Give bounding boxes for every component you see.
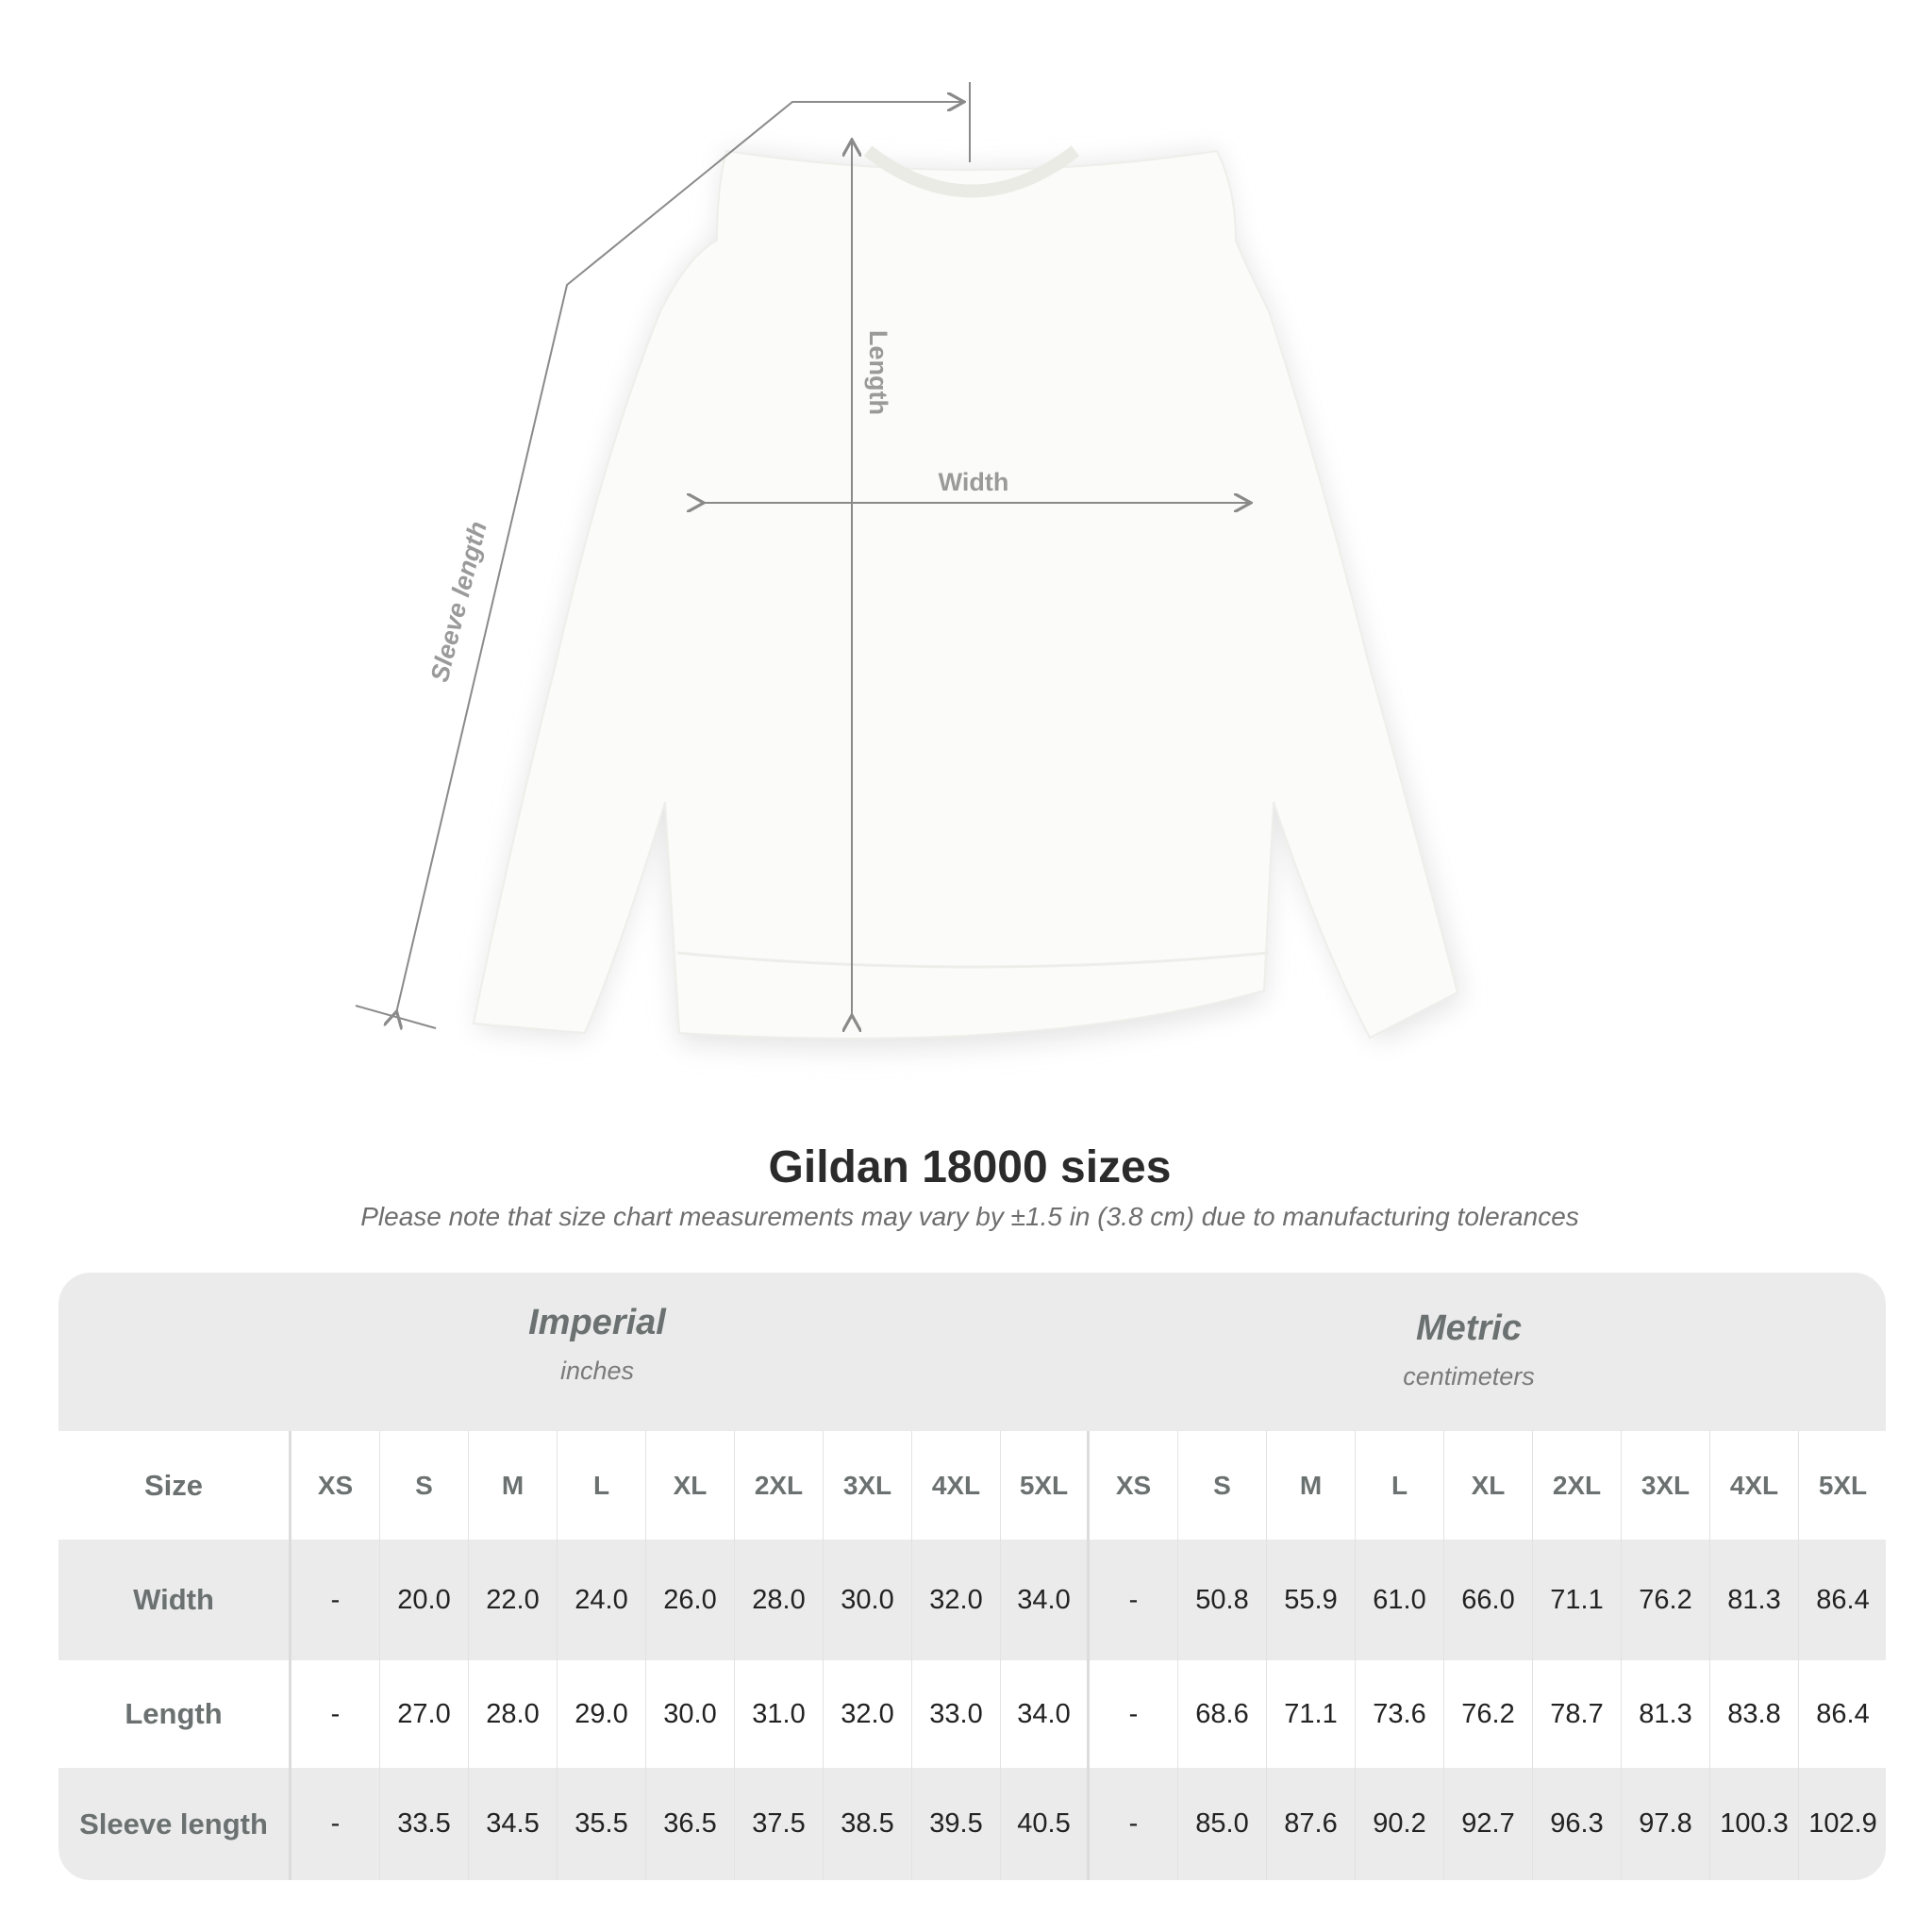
- measurement-lines: [355, 82, 1249, 1028]
- table-cell-metric: 83.8: [1710, 1660, 1799, 1768]
- table-cell-imperial: 26.0: [646, 1540, 735, 1660]
- table-cell-imperial: 30.0: [646, 1660, 735, 1768]
- size-header-imperial: 4XL: [912, 1431, 1001, 1540]
- table-cell-metric: 87.6: [1267, 1768, 1356, 1880]
- table-cell-metric: 100.3: [1710, 1768, 1799, 1880]
- size-header-imperial: 3XL: [824, 1431, 912, 1540]
- size-header-imperial: 2XL: [735, 1431, 824, 1540]
- table-cell-imperial: 28.0: [735, 1540, 824, 1660]
- size-header-imperial: L: [558, 1431, 646, 1540]
- table-cell-imperial: 20.0: [380, 1540, 469, 1660]
- table-cell-imperial: 31.0: [735, 1660, 824, 1768]
- table-cell-metric: -: [1090, 1768, 1178, 1880]
- table-cell-imperial: 32.0: [912, 1540, 1001, 1660]
- table-cell-metric: 81.3: [1622, 1660, 1710, 1768]
- table-cell-metric: 86.4: [1799, 1660, 1886, 1768]
- table-cell-metric: 76.2: [1622, 1540, 1710, 1660]
- table-cell-metric: 78.7: [1533, 1660, 1622, 1768]
- table-cell-metric: 102.9: [1799, 1768, 1886, 1880]
- width-label: Width: [939, 468, 1009, 496]
- size-header-metric: L: [1356, 1431, 1444, 1540]
- tolerance-note: Please note that size chart measurements…: [360, 1202, 1579, 1231]
- sleeve-length-arrow: [396, 102, 962, 1013]
- size-header-metric: M: [1267, 1431, 1356, 1540]
- size-header-metric: XS: [1090, 1431, 1178, 1540]
- imperial-header: Imperial inches: [361, 1303, 833, 1386]
- table-cell-metric: 76.2: [1444, 1660, 1533, 1768]
- table-cell-imperial: -: [291, 1660, 380, 1768]
- table-cell-imperial: 39.5: [912, 1768, 1001, 1880]
- size-header-imperial: 5XL: [1001, 1431, 1090, 1540]
- table-cell-imperial: 40.5: [1001, 1768, 1090, 1880]
- size-header-metric: S: [1178, 1431, 1267, 1540]
- row-label: Size: [58, 1431, 291, 1540]
- table-cell-metric: 96.3: [1533, 1768, 1622, 1880]
- table-row-length: Length -27.0 28.0 29.0 30.0 31.0 32.0 33.0 34.0-…: [58, 1660, 1886, 1768]
- row-label: Sleeve length: [58, 1768, 291, 1880]
- table-row-sleeve-length: Sleeve length -33.5 34.5 35.5 36.5 37.5 38.5 39…: [58, 1768, 1886, 1880]
- metric-title: Metric: [1416, 1308, 1522, 1348]
- size-row: Size XS S M L XL 2XL 3XL 4XL 5XL XS S M L XL 2XL 3XL 4XL 5…: [58, 1431, 1886, 1540]
- table-cell-imperial: 29.0: [558, 1660, 646, 1768]
- table-cell-metric: 90.2: [1356, 1768, 1444, 1880]
- table-cell-imperial: 37.5: [735, 1768, 824, 1880]
- table-cell-imperial: 34.5: [469, 1768, 558, 1880]
- table-cell-metric: 55.9: [1267, 1540, 1356, 1660]
- table-cell-imperial: -: [291, 1768, 380, 1880]
- table-cell-imperial: 32.0: [824, 1660, 912, 1768]
- size-header-imperial: XL: [646, 1431, 735, 1540]
- table-cell-metric: 86.4: [1799, 1540, 1886, 1660]
- metric-unit: centimeters: [1403, 1362, 1535, 1391]
- sweatshirt-diagram: Length Width Sleeve length: [355, 82, 1462, 1049]
- table-cell-metric: 81.3: [1710, 1540, 1799, 1660]
- table-header: Imperial inches Metric centimeters: [58, 1273, 1886, 1431]
- size-header-imperial: S: [380, 1431, 469, 1540]
- table-cell-metric: 68.6: [1178, 1660, 1267, 1768]
- table-cell-metric: 73.6: [1356, 1660, 1444, 1768]
- table-row-width: Width -20.0 22.0 24.0 26.0 28.0 30.0 32.0 34.0-5…: [58, 1540, 1886, 1660]
- table-cell-imperial: 34.0: [1001, 1660, 1090, 1768]
- length-label: Length: [864, 330, 892, 415]
- table-cell-imperial: 34.0: [1001, 1540, 1090, 1660]
- table-cell-imperial: 36.5: [646, 1768, 735, 1880]
- row-label: Width: [58, 1540, 291, 1660]
- size-header-metric: 3XL: [1622, 1431, 1710, 1540]
- table-cell-imperial: 22.0: [469, 1540, 558, 1660]
- table-cell-metric: -: [1090, 1660, 1178, 1768]
- size-header-metric: 5XL: [1799, 1431, 1886, 1540]
- size-header-metric: 2XL: [1533, 1431, 1622, 1540]
- table-cell-imperial: 33.5: [380, 1768, 469, 1880]
- table-cell-imperial: 27.0: [380, 1660, 469, 1768]
- table-cell-metric: 71.1: [1267, 1660, 1356, 1768]
- page-title: Gildan 18000 sizes: [768, 1142, 1172, 1192]
- size-header-imperial: M: [469, 1431, 558, 1540]
- table-cell-imperial: 24.0: [558, 1540, 646, 1660]
- table-cell-metric: 50.8: [1178, 1540, 1267, 1660]
- metric-header: Metric centimeters: [1233, 1308, 1705, 1391]
- table-cell-imperial: 35.5: [558, 1768, 646, 1880]
- table-cell-metric: 66.0: [1444, 1540, 1533, 1660]
- table-cell-metric: 61.0: [1356, 1540, 1444, 1660]
- table-cell-imperial: 28.0: [469, 1660, 558, 1768]
- size-header-metric: 4XL: [1710, 1431, 1799, 1540]
- row-label: Length: [58, 1660, 291, 1768]
- imperial-unit: inches: [559, 1357, 635, 1385]
- table-cell-metric: 71.1: [1533, 1540, 1622, 1660]
- table-cell-metric: -: [1090, 1540, 1178, 1660]
- sweatshirt-body: [472, 149, 1459, 1040]
- table-cell-metric: 92.7: [1444, 1768, 1533, 1880]
- table-cell-imperial: 30.0: [824, 1540, 912, 1660]
- size-header-imperial: XS: [291, 1431, 380, 1540]
- sleeve-length-label: Sleeve length: [425, 519, 492, 685]
- imperial-title: Imperial: [528, 1303, 666, 1342]
- table-cell-imperial: -: [291, 1540, 380, 1660]
- table-cell-imperial: 33.0: [912, 1660, 1001, 1768]
- table-cell-imperial: 38.5: [824, 1768, 912, 1880]
- table-cell-metric: 85.0: [1178, 1768, 1267, 1880]
- size-header-metric: XL: [1444, 1431, 1533, 1540]
- size-table: Imperial inches Metric centimeters Size X…: [58, 1273, 1886, 1880]
- table-cell-metric: 97.8: [1622, 1768, 1710, 1880]
